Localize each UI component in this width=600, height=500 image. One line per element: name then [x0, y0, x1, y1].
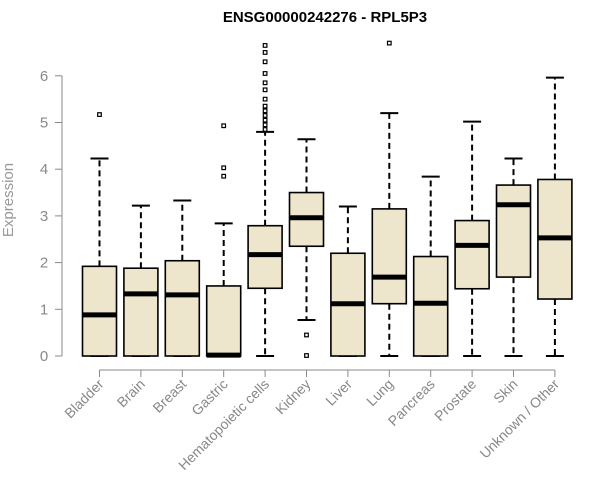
outlier-point: [221, 173, 227, 179]
outlier-point: [262, 127, 268, 132]
outlier-point: [304, 353, 309, 358]
x-tick-label: Breast: [149, 376, 189, 416]
box-brain: [123, 204, 159, 357]
box-bladder: [81, 112, 118, 357]
outlier-point: [262, 122, 268, 128]
y-tick-label: 0: [40, 348, 48, 365]
box-hematopoietic-cells: [247, 43, 283, 357]
x-tick-label: Brain: [114, 376, 148, 410]
outlier-point: [262, 117, 268, 123]
x-tick-label: Bladder: [61, 376, 107, 422]
box-series: [81, 40, 573, 358]
x-tick-label: Kidney: [272, 376, 314, 418]
y-tick-label: 3: [40, 208, 48, 225]
box-body: [164, 259, 201, 357]
outlier-point: [262, 103, 268, 109]
outlier-point: [262, 108, 268, 114]
box-body: [371, 208, 408, 305]
outlier-point: [304, 332, 309, 338]
box-body: [205, 285, 242, 357]
y-tick-label: 1: [40, 301, 48, 318]
outlier-point: [262, 80, 268, 86]
box-prostate: [454, 120, 490, 357]
x-tick-label: Skin: [490, 376, 521, 407]
box-skin: [495, 157, 532, 357]
outlier-point: [221, 123, 227, 129]
y-tick-label: 2: [40, 255, 48, 272]
box-liver: [330, 205, 366, 357]
outlier-point: [262, 43, 268, 48]
outlier-point: [262, 59, 268, 65]
box-body: [454, 219, 490, 290]
outlier-point: [221, 165, 227, 171]
box-kidney: [288, 138, 325, 358]
box-body: [81, 265, 118, 357]
box-breast: [164, 199, 201, 357]
x-tick-label: Prostate: [431, 376, 479, 424]
y-tick-label: 4: [40, 161, 48, 178]
x-tick-label: Unknown / Other: [476, 376, 562, 462]
x-tick-label: Liver: [322, 376, 355, 409]
box-gastric: [205, 123, 242, 358]
box-unknown-other: [537, 76, 573, 357]
chart-title: ENSG00000242276 - RPL5P3: [223, 9, 427, 26]
outlier-point: [97, 112, 102, 117]
outlier-point: [386, 40, 392, 46]
outlier-point: [262, 71, 268, 76]
y-tick-label: 6: [40, 68, 48, 85]
x-tick-label: Lung: [363, 376, 396, 409]
y-axis: 0 1 2 3 4 5 6: [40, 68, 63, 365]
box-body: [495, 184, 532, 278]
y-tick-label: 5: [40, 115, 48, 132]
box-pancreas: [412, 175, 449, 357]
outlier-point: [262, 96, 268, 102]
box-body: [412, 255, 449, 357]
y-axis-label: Expression: [0, 163, 17, 237]
outlier-point: [262, 50, 268, 55]
outlier-point: [262, 113, 268, 118]
box-lung: [371, 40, 408, 357]
outlier-point: [262, 87, 268, 93]
box-body: [123, 267, 159, 357]
